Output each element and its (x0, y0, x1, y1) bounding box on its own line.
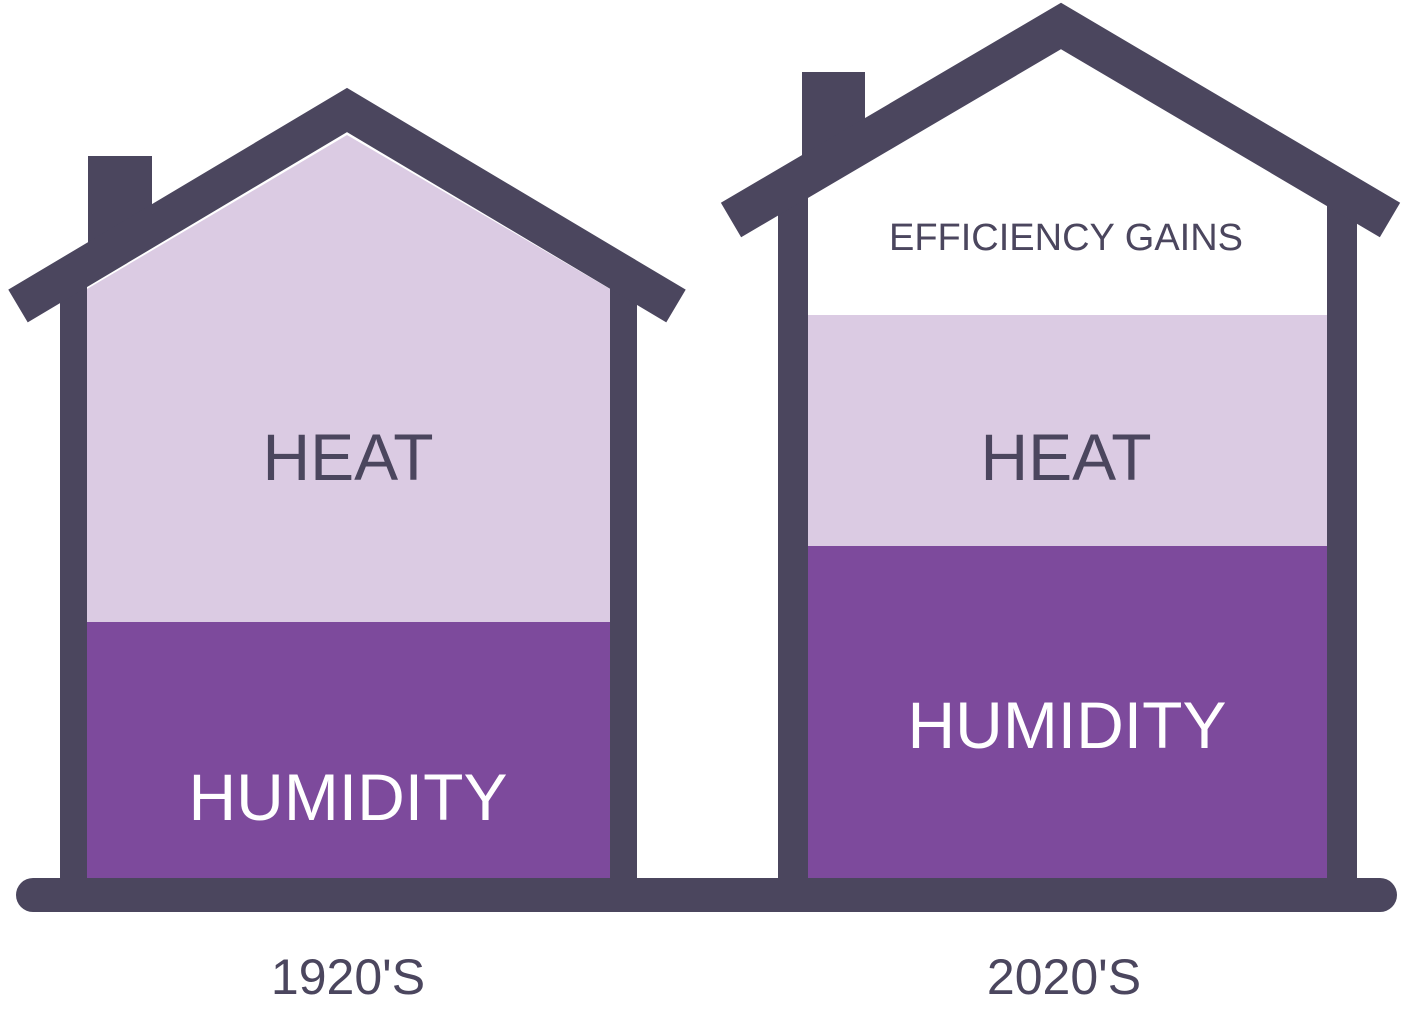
house-1920s-left-wall (60, 270, 87, 882)
house-1920s: HEAT HUMIDITY (8, 87, 686, 882)
house-1920s-humidity-label: HUMIDITY (189, 760, 508, 834)
house-2020s-right-wall (1327, 180, 1357, 882)
era-label-1920s: 1920'S (271, 949, 425, 1005)
house-2020s-humidity-region (808, 546, 1327, 878)
house-2020s-left-wall (778, 180, 808, 882)
house-1920s-heat-region (87, 135, 610, 622)
house-2020s-roof (720, 2, 1401, 238)
house-1920s-right-wall (610, 270, 637, 882)
house-2020s-heat-region (808, 315, 1327, 546)
house-2020s: EFFICIENCY GAINS HEAT HUMIDITY (720, 2, 1401, 882)
era-label-2020s: 2020'S (987, 949, 1141, 1005)
house-1920s-roof (8, 87, 686, 323)
house-2020s-efficiency-label: EFFICIENCY GAINS (889, 217, 1243, 259)
house-2020s-heat-label: HEAT (980, 420, 1151, 494)
house-2020s-efficiency-region (808, 52, 1327, 315)
house-2020s-humidity-label: HUMIDITY (908, 688, 1227, 762)
house-1920s-humidity-region (87, 622, 610, 878)
house-1920s-heat-label: HEAT (262, 420, 433, 494)
